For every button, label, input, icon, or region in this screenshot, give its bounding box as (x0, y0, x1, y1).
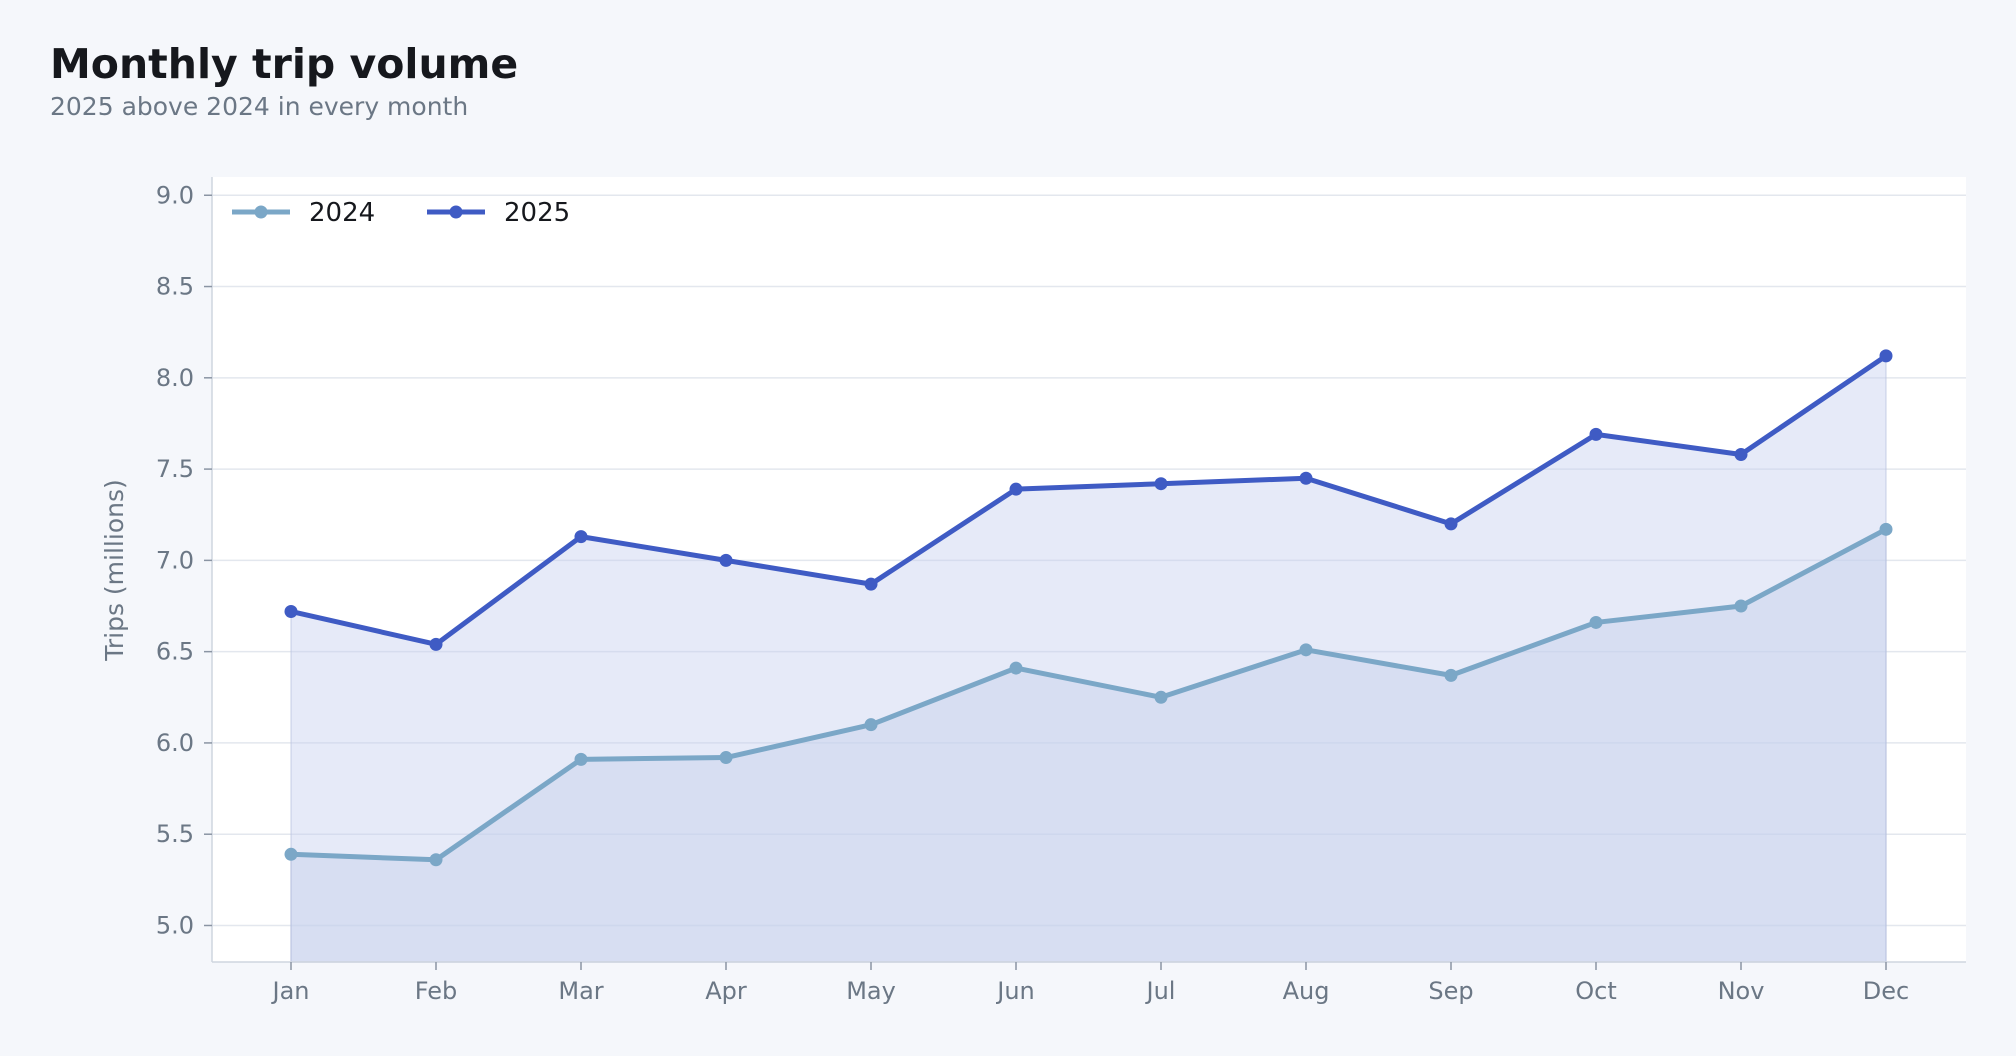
legend-marker-2024 (254, 205, 268, 219)
legend-label-2025: 2025 (504, 198, 570, 228)
y-tick-label: 5.0 (156, 911, 194, 939)
y-tick-label: 5.5 (156, 820, 194, 848)
point-2025-Nov (1734, 447, 1748, 461)
series-points (284, 349, 1893, 867)
point-2025-Aug (1299, 471, 1313, 485)
point-2024-Dec (1879, 522, 1893, 536)
line-series-2024 (288, 526, 1889, 863)
x-tick-label: Sep (1428, 977, 1473, 1005)
y-axis-ticks: 5.0 5.5 6.0 6.5 7.0 7.5 8.0 8.5 9.0 (156, 181, 212, 939)
x-axis-ticks: Jan Feb Mar Apr May Jun Jul Aug Sep Oct Nov Dec (271, 962, 1909, 1005)
x-tick-label: Apr (705, 977, 747, 1005)
legend-label-2024: 2024 (309, 198, 375, 228)
point-2024-Jul (1154, 690, 1168, 704)
point-2024-Jan (284, 847, 298, 861)
legend-marker-2025 (449, 205, 463, 219)
x-tick-label: Aug (1283, 977, 1330, 1005)
y-tick-label: 8.5 (156, 273, 194, 301)
y-axis-label: Trips (millions) (100, 479, 129, 661)
y-tick-label: 6.5 (156, 638, 194, 666)
point-2024-Aug (1299, 643, 1313, 657)
x-tick-label: May (846, 977, 896, 1005)
series-lines (288, 353, 1889, 863)
x-tick-label: Jul (1145, 977, 1176, 1005)
legend: 2024 2025 (232, 198, 570, 228)
point-2024-Feb (429, 853, 443, 867)
y-tick-label: 7.0 (156, 546, 194, 574)
y-tick-label: 6.0 (156, 729, 194, 757)
point-2025-Mar (574, 530, 588, 544)
chart-subtitle: 2025 above 2024 in every month (50, 92, 469, 121)
x-tick-label: Mar (558, 977, 603, 1005)
point-2025-Oct (1589, 427, 1603, 441)
point-2024-May (864, 718, 878, 732)
point-2025-Jun (1009, 482, 1023, 496)
point-2025-May (864, 577, 878, 591)
x-tick-label: Oct (1575, 977, 1617, 1005)
point-2024-Oct (1589, 615, 1603, 629)
y-tick-label: 7.5 (156, 455, 194, 483)
plot-background (212, 177, 1966, 962)
gridlines (212, 194, 1966, 927)
line-series-2025 (288, 353, 1889, 647)
point-2024-Nov (1734, 599, 1748, 613)
point-2025-Jan (284, 604, 298, 618)
point-2025-Feb (429, 637, 443, 651)
x-tick-label: Nov (1718, 977, 1765, 1005)
point-2025-Dec (1879, 349, 1893, 363)
x-tick-label: Feb (415, 977, 458, 1005)
point-2024-Mar (574, 752, 588, 766)
point-2024-Sep (1444, 668, 1458, 682)
y-tick-label: 8.0 (156, 364, 194, 392)
point-2025-Apr (719, 553, 733, 567)
point-2024-Apr (719, 751, 733, 765)
chart-title: Monthly trip volume (50, 40, 519, 88)
x-tick-label: Jan (271, 977, 310, 1005)
point-2025-Sep (1444, 517, 1458, 531)
x-tick-label: Jun (995, 977, 1035, 1005)
x-tick-label: Dec (1863, 977, 1909, 1005)
point-2025-Jul (1154, 477, 1168, 491)
y-tick-label: 9.0 (156, 181, 194, 209)
point-2024-Jun (1009, 661, 1023, 675)
